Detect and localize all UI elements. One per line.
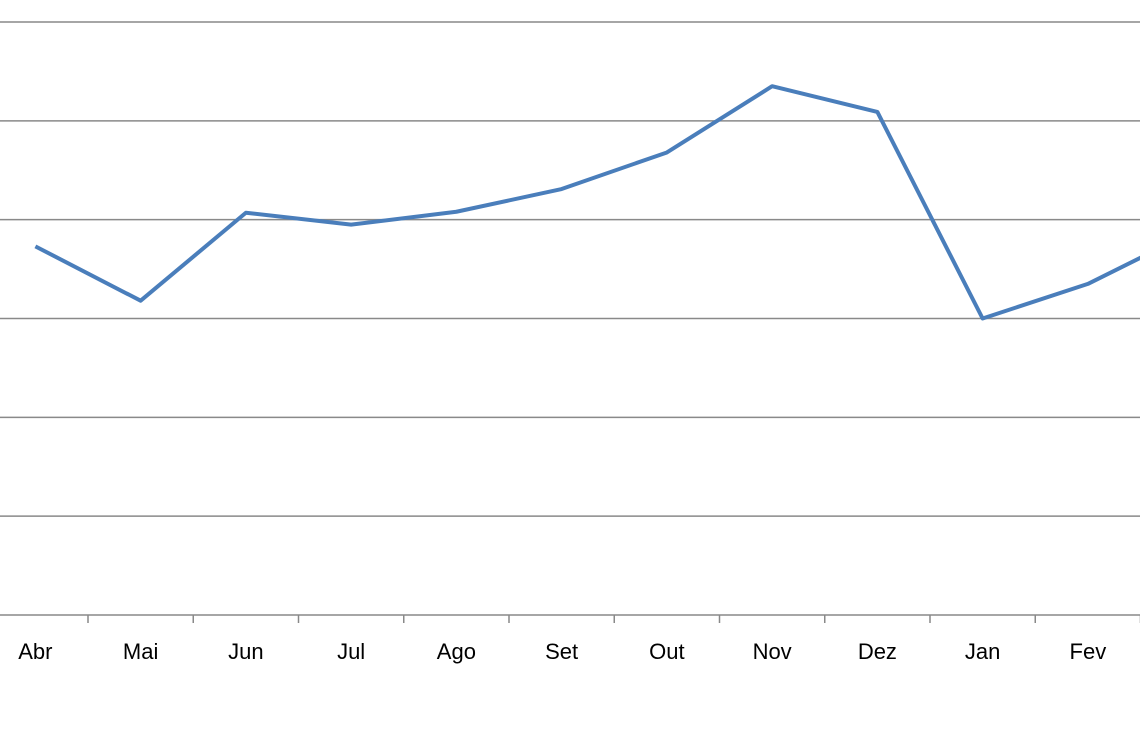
x-tick-label: Nov bbox=[753, 639, 792, 664]
x-tick-label: Jun bbox=[228, 639, 263, 664]
x-tick-label: Jul bbox=[337, 639, 365, 664]
x-tick-label: Mai bbox=[123, 639, 158, 664]
x-tick-label: Fev bbox=[1070, 639, 1107, 664]
x-tick-label: Abr bbox=[18, 639, 52, 664]
data-line bbox=[34, 84, 1140, 321]
x-tick-label: Dez bbox=[858, 639, 897, 664]
x-tick-label: Ago bbox=[437, 639, 476, 664]
x-tick-label: Jan bbox=[965, 639, 1000, 664]
x-tick-label: Set bbox=[545, 639, 578, 664]
x-tick-label: Out bbox=[649, 639, 684, 664]
